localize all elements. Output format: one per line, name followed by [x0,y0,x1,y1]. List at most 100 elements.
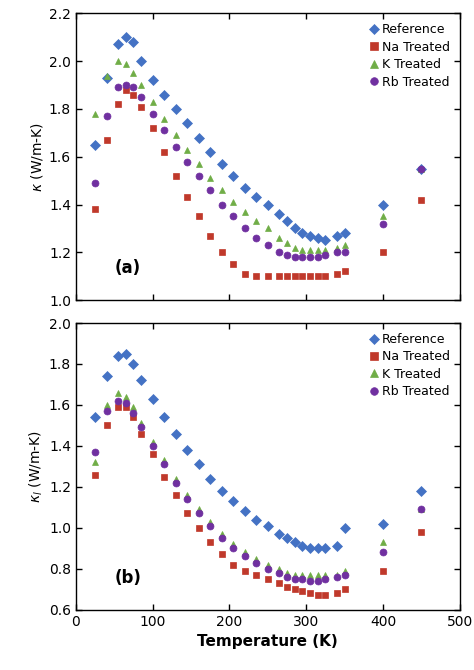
K Treated [342,241,347,249]
K Treated [230,198,236,206]
Rb Treated [150,110,155,118]
Na Treated [307,590,313,598]
K Treated [315,246,320,254]
Rb Treated [380,220,386,228]
K Treated [123,60,128,68]
Rb Treated [104,112,109,120]
Y-axis label: $\kappa$ (W/m-K): $\kappa$ (W/m-K) [29,122,45,192]
Rb Treated [242,224,247,232]
X-axis label: Temperature (K): Temperature (K) [198,634,338,649]
K Treated [115,57,121,65]
Text: (b): (b) [114,569,141,587]
Na Treated [150,124,155,132]
Na Treated [315,272,320,280]
Na Treated [380,249,386,257]
K Treated [104,401,109,409]
Reference [230,172,236,180]
Rb Treated [207,522,213,530]
Reference [292,224,298,232]
K Treated [161,456,167,464]
K Treated [265,561,271,569]
Reference [307,544,313,552]
Na Treated [196,212,201,220]
Reference [115,352,121,360]
Line: Rb Treated: Rb Treated [91,82,425,261]
Reference [184,446,190,454]
Rb Treated [219,534,225,542]
Na Treated [265,272,271,280]
Reference [284,217,290,225]
Na Treated [254,571,259,579]
Na Treated [342,585,347,593]
K Treated [173,131,179,139]
K Treated [242,208,247,216]
Rb Treated [161,460,167,468]
K Treated [419,505,424,513]
Na Treated [322,272,328,280]
Na Treated [138,429,144,438]
K Treated [334,571,340,579]
Na Treated [230,260,236,268]
Reference [161,90,167,98]
Na Treated [92,470,98,478]
Rb Treated [292,253,298,261]
Rb Treated [307,253,313,261]
Na Treated [138,103,144,111]
Reference [265,522,271,530]
K Treated [242,548,247,556]
Na Treated [292,585,298,593]
Rb Treated [173,479,179,487]
Reference [300,229,305,237]
Rb Treated [123,399,128,407]
K Treated [130,403,136,411]
Rb Treated [115,397,121,405]
Reference [173,105,179,113]
K Treated [342,567,347,575]
Na Treated [419,528,424,536]
Rb Treated [92,448,98,456]
Rb Treated [307,577,313,585]
K Treated [300,571,305,579]
Reference [130,360,136,368]
Na Treated [334,590,340,598]
Reference [334,232,340,240]
Rb Treated [276,249,282,257]
Na Treated [254,272,259,280]
Rb Treated [207,186,213,194]
Rb Treated [173,143,179,151]
K Treated [184,145,190,153]
K Treated [284,239,290,247]
Reference [104,373,109,381]
Reference [123,34,128,42]
K Treated [292,571,298,579]
K Treated [207,174,213,182]
Rb Treated [230,212,236,220]
Na Treated [115,403,121,411]
K Treated [307,571,313,579]
Na Treated [123,86,128,94]
Na Treated [380,567,386,575]
Reference [419,165,424,173]
Reference [292,538,298,546]
K Treated [196,160,201,168]
Rb Treated [315,577,320,585]
Rb Treated [196,509,201,517]
Legend: Reference, Na Treated, K Treated, Rb Treated: Reference, Na Treated, K Treated, Rb Tre… [367,329,454,402]
Reference [380,520,386,528]
Rb Treated [254,234,259,242]
Na Treated [173,172,179,180]
Na Treated [123,403,128,411]
Rb Treated [265,241,271,249]
Na Treated [104,421,109,429]
Rb Treated [300,575,305,583]
K Treated [123,393,128,401]
Na Treated [104,136,109,144]
Rb Treated [300,253,305,261]
Na Treated [230,561,236,569]
Line: Rb Treated: Rb Treated [91,397,425,584]
Na Treated [276,272,282,280]
Na Treated [115,100,121,108]
Rb Treated [322,251,328,259]
Reference [242,184,247,192]
Reference [219,160,225,168]
